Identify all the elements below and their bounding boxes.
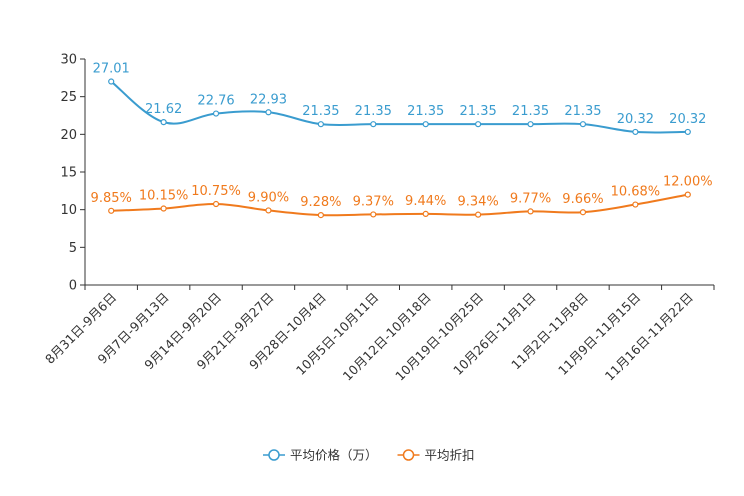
data-point (684, 191, 691, 198)
data-point (370, 211, 377, 218)
data-label: 9.37% (353, 194, 394, 209)
data-label: 9.34% (457, 195, 498, 210)
data-point (684, 128, 691, 136)
legend-item-1[interactable]: 平均折扣 (397, 448, 475, 463)
data-point (632, 201, 639, 208)
data-label: 10.75% (191, 184, 241, 199)
x-axis: 8月31日-9月6日9月7日-9月13日9月14日-9月20日9月21日-9月2… (42, 284, 715, 384)
series-line (111, 193, 688, 217)
data-point (422, 121, 429, 128)
data-point (212, 110, 220, 117)
data-point (370, 121, 377, 128)
data-label: 20.32 (669, 112, 706, 127)
data-point (160, 119, 167, 126)
data-point (108, 78, 115, 85)
data-point (632, 128, 639, 136)
data-label: 20.32 (617, 112, 654, 127)
legend-marker-icon (402, 449, 415, 461)
x-category-label: 10月12日-10月18日 (340, 290, 434, 384)
data-point (527, 208, 534, 215)
data-label: 27.01 (93, 62, 130, 77)
series-0: 27.01 21.62 22.76 22.93 21.35 21.35 21.35 21.35… (93, 62, 706, 136)
y-tick-label: 15 (60, 166, 77, 181)
data-label: 9.85% (91, 191, 132, 206)
y-tick-label: 10 (60, 203, 77, 218)
data-label: 22.76 (197, 94, 234, 109)
data-point (527, 121, 534, 128)
data-point (265, 207, 272, 214)
data-label: 9.44% (405, 194, 446, 209)
data-label: 21.35 (355, 104, 392, 119)
legend-item-0[interactable]: 平均价格（万） (263, 448, 378, 463)
data-label: 9.90% (248, 190, 289, 205)
data-label: 10.15% (139, 189, 189, 204)
y-tick-label: 0 (69, 279, 77, 294)
y-axis: 0 5 10 15 20 25 30 (60, 53, 86, 294)
data-point (475, 211, 482, 218)
data-label: 21.35 (564, 104, 601, 119)
data-label: 21.35 (460, 104, 497, 119)
data-point (317, 121, 324, 128)
y-tick-label: 30 (60, 53, 77, 68)
series-1: 9.85% 10.15% 10.75% 9.90% 9.28% 9.37% 9.44% 9.3… (91, 175, 713, 219)
y-tick-label: 20 (60, 128, 77, 143)
data-point (317, 211, 324, 219)
data-label: 21.35 (512, 104, 549, 119)
data-point (579, 121, 587, 128)
data-point (422, 210, 429, 217)
data-label: 12.00% (663, 175, 713, 190)
legend-label: 平均折扣 (425, 448, 475, 463)
data-point (265, 109, 272, 116)
legend-label: 平均价格（万） (290, 448, 378, 463)
x-category-label: 10月19日-10月25日 (392, 290, 486, 384)
y-tick-label: 25 (60, 90, 77, 105)
data-label: 9.28% (300, 195, 341, 210)
data-label: 9.66% (562, 192, 603, 207)
data-label: 10.68% (611, 185, 661, 200)
data-label: 9.77% (510, 191, 551, 206)
data-point (108, 207, 115, 214)
data-label: 22.93 (250, 92, 287, 107)
data-label: 21.35 (302, 104, 339, 119)
y-tick-label: 5 (69, 241, 77, 256)
series-line (110, 80, 688, 134)
x-category-label: 11月16日-11月22日 (602, 290, 696, 384)
data-point (475, 121, 482, 128)
legend[interactable]: 平均价格（万） 平均折扣 (263, 448, 475, 463)
series-layer: 27.01 21.62 22.76 22.93 21.35 21.35 21.35 21.35… (91, 62, 713, 219)
data-label: 21.62 (145, 102, 182, 117)
data-point (212, 200, 220, 208)
data-point (160, 205, 167, 212)
data-point (579, 209, 587, 216)
legend-marker-icon (268, 449, 280, 461)
data-label: 21.35 (407, 104, 444, 119)
